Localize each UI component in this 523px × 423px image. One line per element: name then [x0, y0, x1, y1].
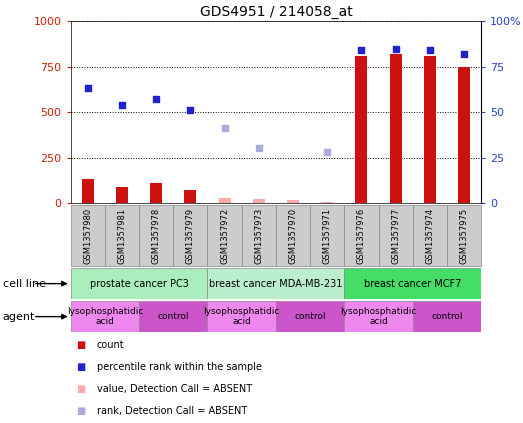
Bar [173, 205, 208, 266]
Text: GSM1357977: GSM1357977 [391, 208, 400, 264]
Text: ■: ■ [76, 362, 85, 372]
Text: prostate cancer PC3: prostate cancer PC3 [89, 279, 188, 288]
Bar [71, 268, 208, 299]
Text: GSM1357972: GSM1357972 [220, 208, 229, 264]
Text: GSM1357974: GSM1357974 [425, 208, 434, 264]
Point [357, 47, 366, 54]
Text: rank, Detection Call = ABSENT: rank, Detection Call = ABSENT [97, 406, 247, 416]
Bar [71, 301, 139, 332]
Point [391, 46, 400, 53]
Text: lysophosphatidic
acid: lysophosphatidic acid [66, 307, 143, 326]
Text: control: control [294, 312, 326, 321]
Point [118, 102, 126, 108]
Bar [356, 56, 367, 203]
Bar [276, 205, 310, 266]
Bar [413, 205, 447, 266]
Bar [344, 268, 481, 299]
Bar [208, 205, 242, 266]
Point [255, 144, 263, 151]
Text: cell line: cell line [3, 279, 46, 288]
Point [186, 107, 195, 114]
Text: percentile rank within the sample: percentile rank within the sample [97, 362, 262, 372]
Text: breast cancer MCF7: breast cancer MCF7 [364, 279, 461, 288]
Bar [344, 205, 379, 266]
Bar [287, 201, 299, 203]
Bar [424, 56, 436, 203]
Bar [390, 54, 402, 203]
Bar [208, 301, 276, 332]
Bar [242, 205, 276, 266]
Bar [253, 199, 265, 203]
Bar [276, 301, 344, 332]
Point [460, 50, 468, 57]
Text: GSM1357975: GSM1357975 [460, 208, 469, 264]
Bar [447, 205, 481, 266]
Text: ■: ■ [76, 384, 85, 394]
Text: GSM1357980: GSM1357980 [83, 208, 92, 264]
Text: GSM1357973: GSM1357973 [254, 208, 263, 264]
Text: control: control [431, 312, 463, 321]
Text: count: count [97, 340, 124, 350]
Text: ■: ■ [76, 406, 85, 416]
Text: GSM1357970: GSM1357970 [289, 208, 298, 264]
Bar [219, 198, 231, 203]
Text: GSM1357981: GSM1357981 [118, 208, 127, 264]
Bar [321, 202, 333, 203]
Text: GSM1357971: GSM1357971 [323, 208, 332, 264]
Text: ■: ■ [76, 340, 85, 350]
Text: lysophosphatidic
acid: lysophosphatidic acid [340, 307, 417, 326]
Bar [379, 205, 413, 266]
Text: GSM1357976: GSM1357976 [357, 208, 366, 264]
Bar [139, 301, 208, 332]
Bar [82, 179, 94, 203]
Bar [150, 183, 162, 203]
Text: agent: agent [3, 312, 35, 321]
Bar [71, 205, 105, 266]
Bar [105, 205, 139, 266]
Text: breast cancer MDA-MB-231: breast cancer MDA-MB-231 [209, 279, 343, 288]
Point [220, 124, 229, 131]
Bar [208, 268, 344, 299]
Text: lysophosphatidic
acid: lysophosphatidic acid [203, 307, 280, 326]
Bar [344, 301, 413, 332]
Text: value, Detection Call = ABSENT: value, Detection Call = ABSENT [97, 384, 252, 394]
Bar [413, 301, 481, 332]
Point [323, 149, 332, 156]
Title: GDS4951 / 214058_at: GDS4951 / 214058_at [199, 5, 353, 19]
Point [152, 96, 161, 103]
Bar [116, 187, 128, 203]
Text: control: control [157, 312, 189, 321]
Text: GSM1357978: GSM1357978 [152, 208, 161, 264]
Point [426, 47, 434, 54]
Bar [139, 205, 173, 266]
Bar [458, 67, 470, 203]
Text: GSM1357979: GSM1357979 [186, 208, 195, 264]
Bar [310, 205, 344, 266]
Bar [185, 190, 196, 203]
Point [84, 85, 92, 92]
